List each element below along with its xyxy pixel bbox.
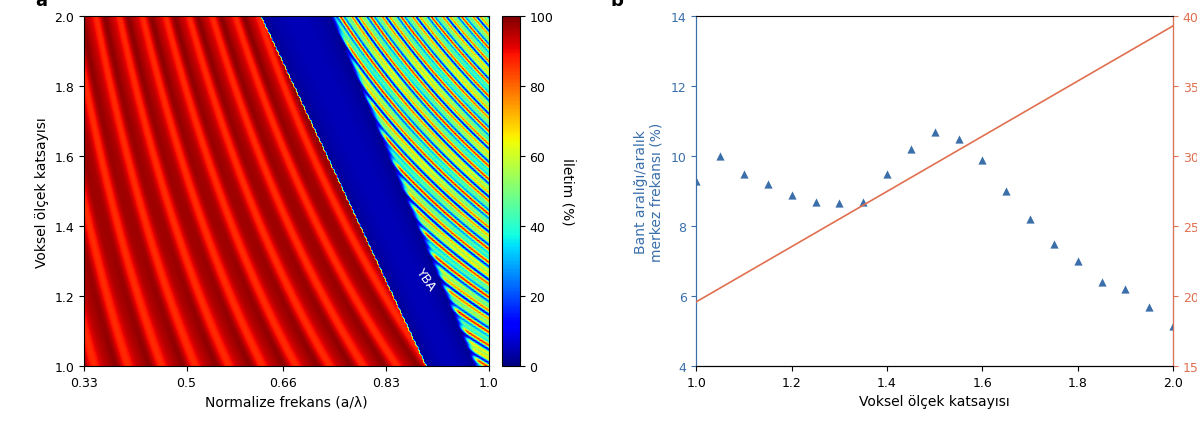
Point <box>877 171 897 178</box>
Point <box>1116 286 1135 293</box>
Point <box>853 199 873 206</box>
Y-axis label: Voksel ölçek katsayısı: Voksel ölçek katsayısı <box>35 116 49 267</box>
Point <box>949 136 968 143</box>
Point <box>782 192 801 199</box>
Point <box>997 188 1016 195</box>
Point <box>687 178 706 184</box>
Point <box>830 201 849 207</box>
Point <box>1092 279 1111 286</box>
Text: b: b <box>610 0 624 10</box>
Point <box>758 181 777 188</box>
X-axis label: Normalize frekans (a/λ): Normalize frekans (a/λ) <box>205 394 367 409</box>
Point <box>901 147 920 153</box>
Text: a: a <box>35 0 47 10</box>
Point <box>711 153 730 160</box>
Point <box>973 157 992 164</box>
Text: YBA: YBA <box>413 265 438 293</box>
Point <box>735 171 754 178</box>
Point <box>1140 304 1159 311</box>
X-axis label: Voksel ölçek katsayısı: Voksel ölçek katsayısı <box>859 394 1010 409</box>
Y-axis label: Bant aralığı/aralık
merkez frekansı (%): Bant aralığı/aralık merkez frekansı (%) <box>633 122 664 261</box>
Point <box>1068 258 1087 265</box>
Point <box>925 129 944 136</box>
Point <box>1044 241 1063 248</box>
Point <box>806 199 825 206</box>
Point <box>1163 323 1183 330</box>
Point <box>1021 216 1040 223</box>
Y-axis label: İletim (%): İletim (%) <box>560 158 575 225</box>
